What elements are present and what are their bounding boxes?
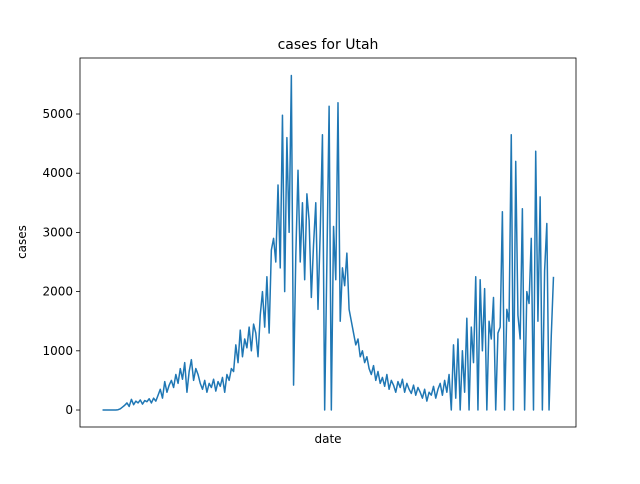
y-tick-label: 3000 (42, 225, 73, 239)
y-tick-label: 5000 (42, 107, 73, 121)
data-line (102, 74, 555, 411)
x-axis-label: date (314, 432, 341, 446)
plot-frame (79, 57, 577, 428)
y-tick-label: 1000 (42, 344, 73, 358)
y-tick-label: 4000 (42, 166, 73, 180)
y-tick-label: 2000 (42, 285, 73, 299)
y-tick-label: 0 (65, 403, 73, 417)
chart-title: cases for Utah (278, 37, 379, 53)
y-axis-label: cases (15, 225, 29, 259)
